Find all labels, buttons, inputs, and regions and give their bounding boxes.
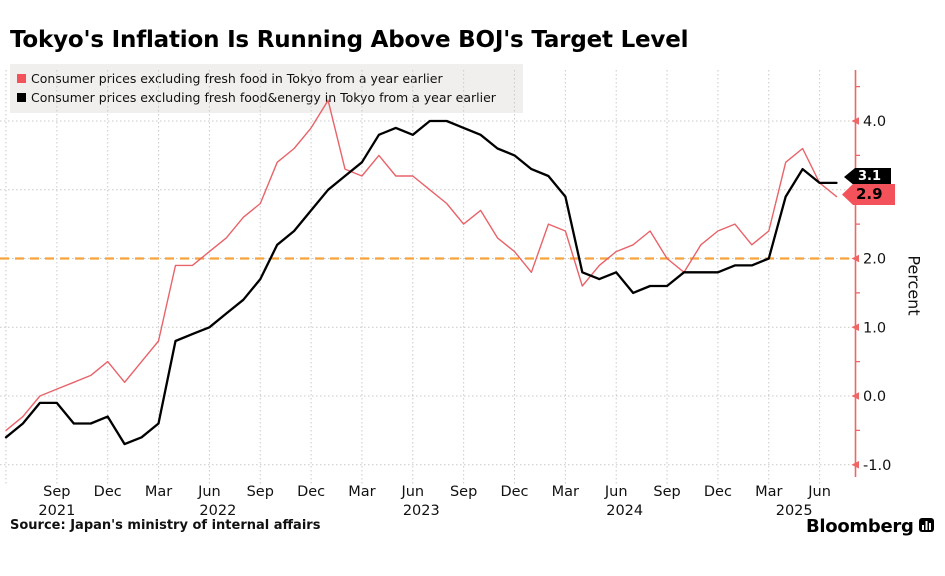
svg-text:4.0: 4.0 — [863, 114, 886, 130]
bloomberg-soundwave-icon — [918, 517, 935, 537]
legend-item-ex-fresh-food: Consumer prices excluding fresh food in … — [17, 69, 523, 88]
y-axis-title: Percent — [904, 255, 924, 316]
legend-label: Consumer prices excluding fresh food&ene… — [31, 90, 496, 105]
bloomberg-wordmark: Bloomberg — [806, 516, 914, 537]
svg-text:Sep: Sep — [43, 484, 70, 500]
legend-label: Consumer prices excluding fresh food in … — [31, 71, 443, 86]
svg-text:2.0: 2.0 — [863, 252, 886, 268]
svg-text:1.0: 1.0 — [863, 320, 886, 336]
svg-text:2022: 2022 — [199, 503, 236, 519]
source-note: Source: Japan's ministry of internal aff… — [10, 518, 321, 533]
svg-text:Jun: Jun — [604, 484, 628, 500]
svg-text:Sep: Sep — [450, 484, 477, 500]
svg-text:2023: 2023 — [403, 503, 440, 519]
legend-item-ex-fresh-food-energy: Consumer prices excluding fresh food&ene… — [17, 88, 523, 107]
svg-text:-1.0: -1.0 — [863, 458, 891, 474]
series-end-label-core: 2.9 — [842, 184, 895, 205]
svg-text:Jun: Jun — [197, 484, 221, 500]
chart-title: Tokyo's Inflation Is Running Above BOJ's… — [10, 27, 689, 54]
svg-text:Mar: Mar — [348, 484, 375, 500]
svg-text:Mar: Mar — [755, 484, 782, 500]
svg-text:Jun: Jun — [807, 484, 831, 500]
series-end-label-core-core: 3.1 — [844, 168, 891, 186]
bloomberg-logo: Bloomberg — [806, 516, 935, 537]
svg-text:Jun: Jun — [400, 484, 424, 500]
svg-text:2025: 2025 — [776, 503, 813, 519]
legend: Consumer prices excluding fresh food in … — [10, 64, 523, 113]
legend-swatch-red — [17, 74, 26, 83]
svg-text:2024: 2024 — [606, 503, 643, 519]
svg-text:Sep: Sep — [653, 484, 680, 500]
svg-text:Dec: Dec — [500, 484, 528, 500]
svg-text:Mar: Mar — [552, 484, 579, 500]
legend-swatch-black — [17, 93, 26, 102]
svg-text:Dec: Dec — [704, 484, 732, 500]
svg-text:2021: 2021 — [38, 503, 75, 519]
svg-text:Dec: Dec — [94, 484, 122, 500]
svg-text:0.0: 0.0 — [863, 389, 886, 405]
svg-text:Dec: Dec — [297, 484, 325, 500]
svg-text:Sep: Sep — [247, 484, 274, 500]
svg-text:Mar: Mar — [145, 484, 172, 500]
